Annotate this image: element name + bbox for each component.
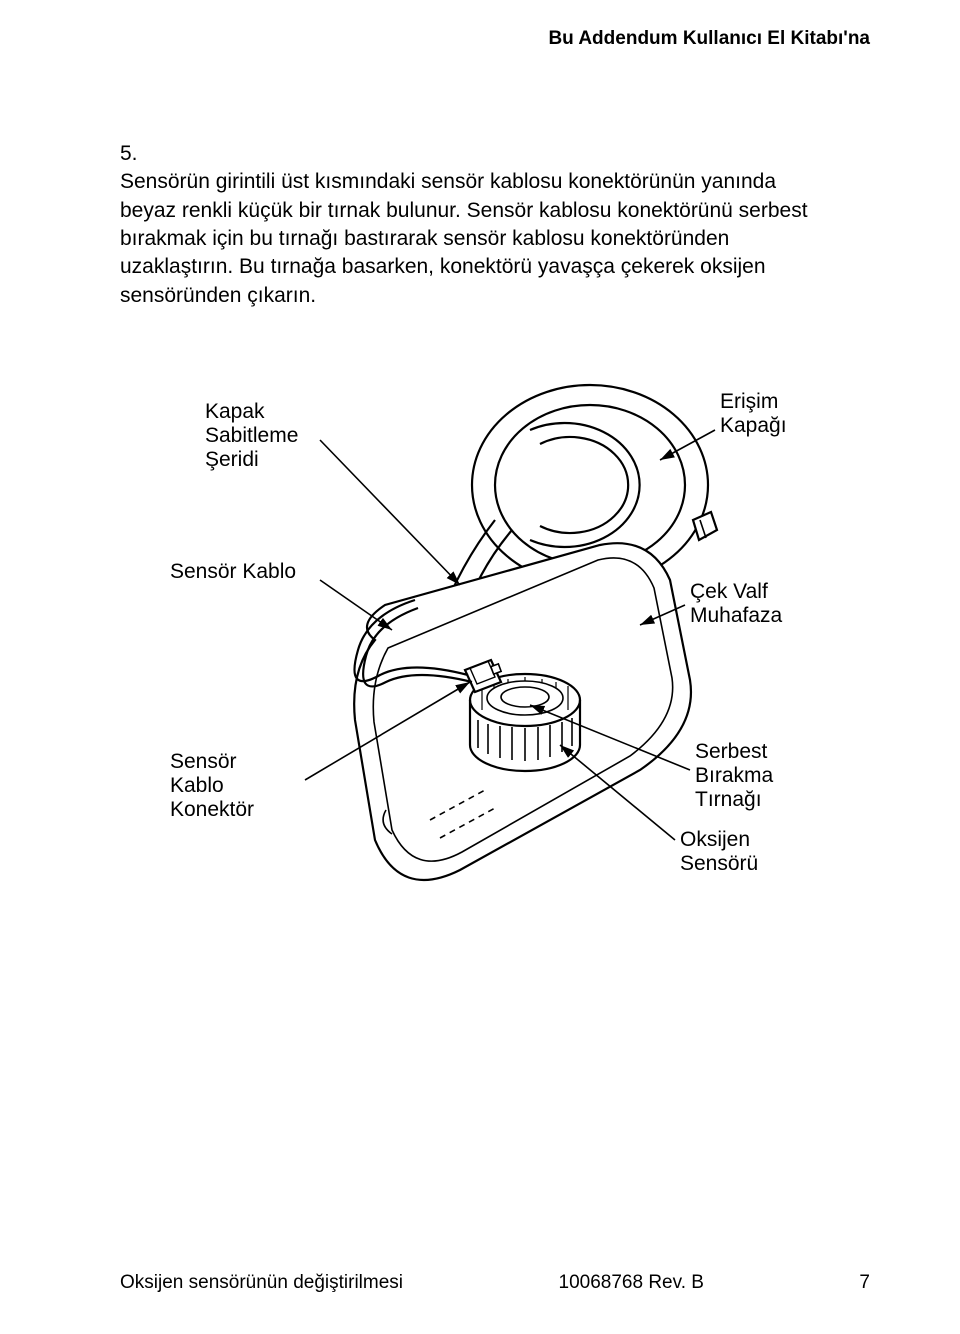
instruction-step: 5. Sensörün girintili üst kısmındaki sen… — [120, 140, 870, 310]
footer: Oksijen sensörünün değiştirilmesi 100687… — [120, 1272, 870, 1294]
leader-kapak — [320, 440, 460, 585]
label-sensor-kablo: Sensör Kablo — [170, 560, 296, 584]
step-number: 5. — [120, 140, 160, 168]
page: Bu Addendum Kullanıcı El Kitabı'na 5. Se… — [0, 0, 960, 1334]
footer-right: 7 — [859, 1272, 870, 1294]
leader-sensor-kablo — [320, 580, 392, 630]
label-erisim: Erişim Kapağı — [720, 390, 787, 438]
step-text: Sensörün girintili üst kısmındaki sensör… — [120, 168, 830, 310]
label-kapak: Kapak Sabitleme Şeridi — [205, 400, 298, 472]
footer-mid: 10068768 Rev. B — [559, 1272, 704, 1294]
label-serbest: Serbest Bırakma Tırnağı — [695, 740, 773, 812]
header-right: Bu Addendum Kullanıcı El Kitabı'na — [548, 28, 870, 50]
label-oksijen: Oksijen Sensörü — [680, 828, 758, 876]
label-cek-valf: Çek Valf Muhafaza — [690, 580, 782, 628]
figure: Kapak Sabitleme Şeridi Erişim Kapağı Sen… — [130, 370, 830, 950]
label-sensor-konektor: Sensör Kablo Konektör — [170, 750, 254, 822]
footer-left: Oksijen sensörünün değiştirilmesi — [120, 1272, 403, 1294]
